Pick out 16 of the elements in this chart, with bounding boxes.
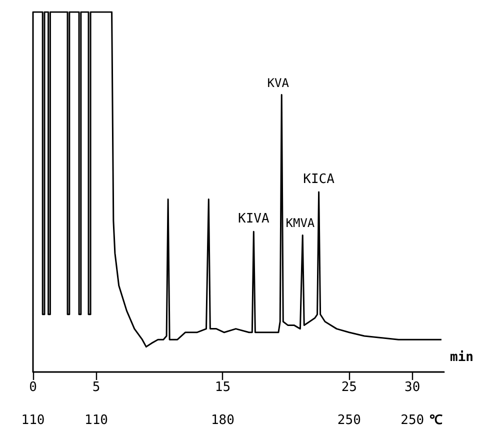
x-tick-label: 30 bbox=[404, 380, 420, 395]
x-tick-label: 25 bbox=[341, 380, 357, 395]
text: 250 bbox=[400, 413, 424, 428]
annotation: KIVA bbox=[238, 212, 270, 227]
annotation: KVA bbox=[267, 76, 290, 90]
text: 180 bbox=[210, 413, 234, 428]
text: 110 bbox=[21, 413, 45, 428]
text: 250 bbox=[337, 413, 361, 428]
x2-axis-title: ℃ bbox=[429, 413, 442, 428]
annotation: KMVA bbox=[286, 216, 316, 230]
annotation: KICA bbox=[303, 172, 335, 187]
x-axis-title: min bbox=[450, 350, 474, 365]
x-tick-label: 0 bbox=[29, 380, 37, 395]
text: 110 bbox=[84, 413, 108, 428]
x-tick-label: 5 bbox=[92, 380, 100, 395]
x-tick-label: 15 bbox=[214, 380, 231, 395]
